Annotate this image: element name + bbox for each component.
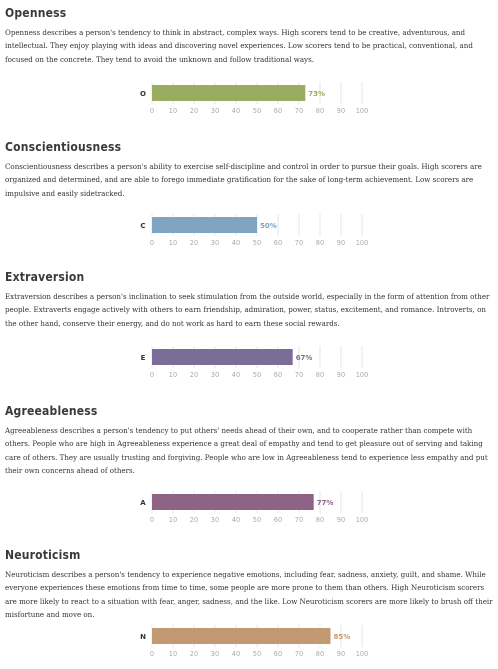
- tick-label: 30: [211, 650, 219, 658]
- section-title: Openness: [5, 6, 67, 20]
- bar: [152, 85, 306, 101]
- section-title: Conscientiousness: [5, 140, 122, 154]
- category-label: A: [140, 499, 146, 507]
- section-neuroticism: Neuroticism Neuroticism describes a pers…: [5, 548, 493, 621]
- tick-label: 70: [295, 239, 303, 247]
- value-label: 73%: [308, 90, 325, 98]
- tick-label: 10: [169, 650, 177, 658]
- section-openness: Openness Openness describes a person's t…: [5, 6, 493, 66]
- tick-label: 60: [274, 516, 282, 524]
- tick-label: 40: [232, 371, 240, 379]
- section-description: Extraversion describes a person's inclin…: [5, 292, 490, 328]
- tick-label: 90: [337, 107, 345, 115]
- tick-label: 30: [211, 239, 219, 247]
- neuroticism-chart: N 85% 0 10 20 30 40 50 60 70 80 90 100: [140, 625, 369, 658]
- bar: [152, 349, 293, 365]
- tick-label: 20: [190, 371, 198, 379]
- tick-label: 50: [253, 239, 261, 247]
- section-conscientiousness: Conscientiousness Conscientiousness desc…: [5, 140, 493, 200]
- tick-label: 90: [337, 650, 345, 658]
- tick-label: 40: [232, 107, 240, 115]
- tick-label: 80: [316, 107, 324, 115]
- tick-label: 50: [253, 650, 261, 658]
- tick-label: 0: [150, 371, 154, 379]
- section-description: Agreeableness describes a person's tende…: [5, 426, 488, 475]
- value-label: 67%: [296, 354, 313, 362]
- tick-label: 90: [337, 239, 345, 247]
- tick-label: 70: [295, 371, 303, 379]
- category-label: O: [140, 90, 146, 98]
- section-description: Neuroticism describes a person's tendenc…: [5, 570, 493, 619]
- tick-label: 90: [337, 371, 345, 379]
- tick-label: 70: [295, 107, 303, 115]
- tick-label: 100: [356, 239, 369, 247]
- tick-label: 60: [274, 650, 282, 658]
- tick-label: 10: [169, 239, 177, 247]
- tick-label: 0: [150, 650, 154, 658]
- tick-label: 40: [232, 239, 240, 247]
- tick-label: 0: [150, 516, 154, 524]
- tick-label: 70: [295, 650, 303, 658]
- section-extraversion: Extraversion Extraversion describes a pe…: [5, 270, 493, 330]
- extraversion-chart: E 67% 0 10 20 30 40 50 60 70 80 90 100: [141, 346, 369, 379]
- tick-label: 20: [190, 516, 198, 524]
- tick-label: 50: [253, 107, 261, 115]
- tick-label: 60: [274, 239, 282, 247]
- tick-label: 40: [232, 516, 240, 524]
- tick-label: 80: [316, 371, 324, 379]
- tick-label: 10: [169, 107, 177, 115]
- tick-label: 40: [232, 650, 240, 658]
- tick-label: 0: [150, 239, 154, 247]
- section-agreeableness: Agreeableness Agreeableness describes a …: [5, 404, 493, 477]
- tick-label: 70: [295, 516, 303, 524]
- tick-label: 10: [169, 516, 177, 524]
- value-label: 77%: [317, 499, 334, 507]
- bar: [152, 217, 257, 233]
- tick-label: 20: [190, 650, 198, 658]
- tick-label: 20: [190, 107, 198, 115]
- tick-label: 20: [190, 239, 198, 247]
- category-label: N: [140, 633, 146, 641]
- tick-label: 100: [356, 371, 369, 379]
- section-title: Neuroticism: [5, 548, 81, 562]
- section-title: Extraversion: [5, 270, 85, 284]
- bar: [152, 628, 331, 644]
- tick-label: 100: [356, 650, 369, 658]
- tick-label: 80: [316, 239, 324, 247]
- tick-label: 10: [169, 371, 177, 379]
- category-label: C: [140, 222, 145, 230]
- tick-label: 50: [253, 371, 261, 379]
- category-label: E: [141, 354, 146, 362]
- tick-label: 90: [337, 516, 345, 524]
- tick-label: 60: [274, 371, 282, 379]
- tick-label: 100: [356, 516, 369, 524]
- tick-label: 0: [150, 107, 154, 115]
- bar: [152, 494, 314, 510]
- section-description: Conscientiousness describes a person's a…: [5, 162, 482, 198]
- agreeableness-chart: A 77% 0 10 20 30 40 50 60 70 80 90 100: [140, 491, 369, 524]
- value-label: 85%: [334, 633, 351, 641]
- tick-label: 80: [316, 650, 324, 658]
- openness-chart: O 73% 0 10 20 30 40 50 60 70 80 90 100: [140, 82, 369, 115]
- tick-label: 100: [356, 107, 369, 115]
- section-title: Agreeableness: [5, 404, 98, 418]
- conscientiousness-chart: C 50% 0 10 20 30 40 50 60 70 80 90 100: [140, 214, 369, 247]
- section-description: Openness describes a person's tendency t…: [5, 28, 473, 64]
- tick-label: 30: [211, 107, 219, 115]
- tick-label: 30: [211, 516, 219, 524]
- value-label: 50%: [260, 222, 277, 230]
- tick-label: 50: [253, 516, 261, 524]
- tick-label: 30: [211, 371, 219, 379]
- tick-label: 80: [316, 516, 324, 524]
- tick-label: 60: [274, 107, 282, 115]
